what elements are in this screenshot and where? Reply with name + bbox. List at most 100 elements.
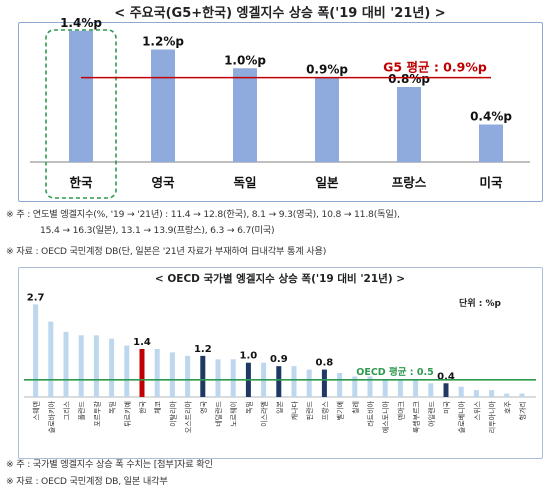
oecd-bar-value-label: 0.8	[316, 358, 334, 369]
oecd-category-label: 라트비아	[366, 400, 375, 426]
oecd-bar-4	[93, 335, 99, 397]
oecd-bar-30	[489, 390, 495, 397]
oecd-bar-28	[458, 386, 464, 397]
top-category-label: 한국	[69, 175, 93, 190]
bottom-source-note: ※ 자료 : OECD 국민계정 DB, 일본 내각부	[6, 476, 168, 487]
oecd-category-label: 룩셈부르크	[412, 400, 421, 433]
top-bar-value-label: 1.0%p	[224, 53, 266, 67]
oecd-bar-27	[443, 383, 449, 397]
oecd-category-label: 그리스	[62, 400, 71, 420]
top-bar-1	[151, 49, 175, 162]
oecd-category-label: 리투아니아	[488, 400, 497, 433]
oecd-category-label: 폴란드	[78, 400, 86, 420]
top-chart-frame	[18, 22, 543, 202]
oecd-category-label: 슬로베니아	[457, 400, 466, 433]
oecd-bar-23	[382, 379, 388, 397]
oecd-bar-value-label: 1.2	[194, 344, 212, 355]
top-category-label: 프랑스	[392, 175, 427, 190]
oecd-bar-10	[185, 355, 191, 397]
oecd-bar-17	[291, 366, 297, 397]
top-bar-value-label: 0.8%p	[388, 72, 430, 86]
oecd-bar-18	[306, 369, 312, 397]
oecd-bar-value-label: 1.0	[240, 351, 258, 362]
top-bar-0	[69, 30, 93, 162]
bottom-chart-frame	[18, 267, 543, 459]
oecd-category-label: 네덜란드	[214, 400, 223, 426]
oecd-category-label: 벨기에	[336, 401, 345, 420]
top-bar-5	[479, 124, 503, 162]
oecd-bar-2	[63, 331, 69, 397]
oecd-category-label: 덴마크	[396, 400, 405, 420]
oecd-bar-chart: 단위 : %p 2.7 스웨덴 슬로바키아 그리스 폴란드 포르투갈 독일 튀르키예 1.4 한국 체…	[24, 292, 536, 433]
oecd-category-label: 아일랜드	[427, 400, 436, 426]
oecd-bar-19	[321, 369, 327, 397]
top-highlight-box	[45, 29, 117, 199]
oecd-bar-12	[215, 359, 221, 397]
bottom-note-1: ※ 주 : 국가별 엥겔지수 상승 폭 수치는 [첨부]자료 확인	[6, 459, 213, 470]
top-bar-value-label: 0.4%p	[470, 110, 512, 124]
oecd-bar-value-label: 0.9	[270, 354, 288, 365]
oecd-bar-7	[139, 349, 145, 397]
oecd-bar-13	[230, 359, 236, 397]
oecd-category-label: 스위스	[473, 400, 481, 420]
oecd-bar-31	[504, 393, 510, 397]
bottom-unit-label: 단위 : %p	[459, 297, 501, 309]
oecd-category-label: 미국	[442, 400, 451, 413]
oecd-bar-8	[154, 349, 160, 397]
oecd-category-label: 노르웨이	[229, 401, 238, 427]
top-bar-value-label: 1.4%p	[60, 16, 102, 30]
top-category-label: 독일	[233, 175, 256, 190]
top-bar-4	[397, 87, 421, 162]
oecd-bar-9	[169, 352, 175, 397]
oecd-category-label: 일본	[275, 400, 284, 413]
oecd-category-label: 슬로바키아	[47, 400, 56, 433]
oecd-bar-29	[473, 390, 479, 397]
oecd-category-label: 이탈리아	[168, 400, 177, 426]
top-bar-2	[233, 68, 257, 162]
oecd-bar-1	[48, 321, 54, 397]
oecd-bar-5	[109, 338, 115, 397]
top-category-label: 영국	[151, 175, 175, 190]
oecd-category-label: 독일	[108, 401, 117, 414]
oecd-bar-11	[200, 355, 206, 397]
top-source-note: ※ 자료 : OECD 국민계정 DB(단, 일본은 '21년 자료가 부재하여…	[6, 246, 327, 257]
oecd-category-label: 칠레	[351, 401, 360, 414]
oecd-category-label: 체코	[154, 400, 162, 413]
oecd-bar-22	[367, 376, 373, 397]
oecd-category-label: 프랑스	[321, 400, 329, 420]
oecd-bar-value-label: 2.7	[27, 292, 45, 303]
top-bar-value-label: 0.9%p	[306, 63, 348, 77]
top-chart-title: < 주요국(G5+한국) 엥겔지수 상승 폭('19 대비 '21년) >	[114, 6, 446, 21]
oecd-bar-32	[519, 393, 525, 397]
oecd-category-label: 한국	[139, 400, 147, 413]
oecd-category-label: 핀란드	[305, 400, 314, 420]
oecd-bar-20	[337, 373, 343, 397]
oecd-category-label: 스웨덴	[32, 401, 41, 420]
oecd-category-label: 영국	[199, 400, 208, 413]
oecd-bar-16	[276, 366, 282, 397]
oecd-bar-3	[78, 335, 84, 397]
top-bar-chart: 1.4%p 한국 1.2%p 영국 1.0%p 독일 0.9%p 일본 0.8%p 프랑스 0.4%…	[30, 16, 530, 199]
oecd-bar-value-label: 1.4	[133, 337, 151, 348]
oecd-category-label: 오스트리아	[184, 400, 193, 433]
oecd-category-label: 포르투갈	[93, 400, 101, 426]
oecd-category-label: 헝가리	[518, 401, 527, 420]
top-note-2: 15.4 → 16.3(일본), 13.1 → 13.9(프랑스), 6.3 →…	[40, 225, 275, 236]
top-average-label: G5 평균 : 0.9%p	[383, 60, 487, 75]
top-bar-value-label: 1.2%p	[142, 35, 184, 49]
oecd-category-label: 독일	[244, 401, 253, 414]
oecd-bar-0	[33, 304, 39, 397]
top-category-label: 일본	[315, 175, 339, 190]
oecd-category-label: 호주	[504, 400, 512, 413]
oecd-category-label: 에스토니아	[381, 400, 390, 433]
oecd-bar-21	[352, 376, 358, 397]
top-note-1: ※ 주 : 연도별 엥겔지수(%, '19 → '21년) : 11.4 → 1…	[6, 209, 400, 220]
oecd-bar-6	[124, 345, 130, 397]
oecd-bar-24	[397, 379, 403, 397]
top-bar-3	[315, 77, 339, 162]
oecd-category-label: 캐나다	[290, 400, 299, 420]
oecd-bar-26	[428, 383, 434, 397]
oecd-bar-25	[413, 379, 419, 397]
oecd-category-label: 이스라엘	[260, 401, 269, 427]
bottom-chart-title: < OECD 국가별 엥겔지수 상승 폭('19 대비 '21년) >	[154, 273, 406, 285]
